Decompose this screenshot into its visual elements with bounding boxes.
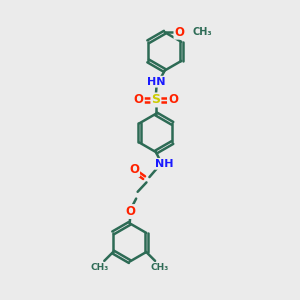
- Text: CH₃: CH₃: [192, 27, 212, 37]
- Text: O: O: [174, 26, 184, 39]
- Text: O: O: [129, 163, 139, 176]
- Text: CH₃: CH₃: [91, 263, 109, 272]
- Text: CH₃: CH₃: [150, 263, 169, 272]
- Text: O: O: [168, 93, 178, 106]
- Text: NH: NH: [155, 159, 173, 169]
- Text: HN: HN: [147, 77, 166, 87]
- Text: O: O: [134, 93, 144, 106]
- Text: O: O: [125, 205, 135, 218]
- Text: S: S: [152, 93, 160, 106]
